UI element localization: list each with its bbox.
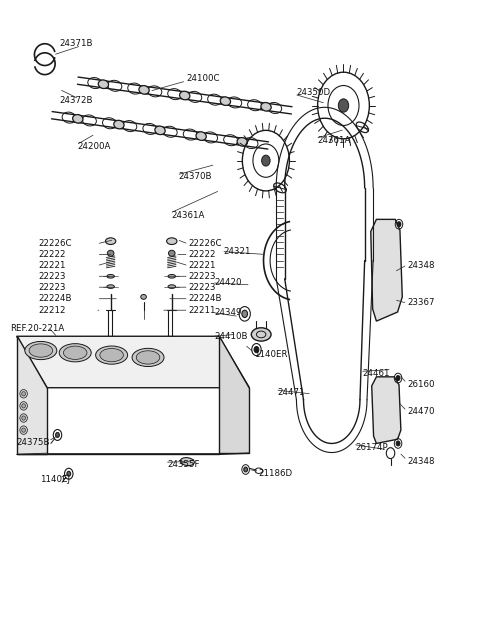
Ellipse shape xyxy=(22,404,25,408)
Text: 24470: 24470 xyxy=(407,407,434,417)
Text: 21186D: 21186D xyxy=(259,469,293,478)
Text: 22224B: 22224B xyxy=(188,294,222,303)
Polygon shape xyxy=(16,336,250,387)
Ellipse shape xyxy=(136,351,160,364)
Ellipse shape xyxy=(261,103,271,111)
Ellipse shape xyxy=(107,274,114,278)
Ellipse shape xyxy=(168,274,176,278)
Text: 1140EJ: 1140EJ xyxy=(40,475,70,485)
Text: 24361A: 24361A xyxy=(172,211,205,219)
Text: 22223: 22223 xyxy=(39,272,66,281)
Text: 24420: 24420 xyxy=(214,279,241,287)
Ellipse shape xyxy=(59,344,91,362)
Ellipse shape xyxy=(168,250,175,256)
Polygon shape xyxy=(372,377,401,444)
Ellipse shape xyxy=(141,294,146,299)
Text: 22222: 22222 xyxy=(39,250,66,259)
Circle shape xyxy=(56,433,60,438)
Circle shape xyxy=(396,441,400,446)
Polygon shape xyxy=(16,336,47,454)
Ellipse shape xyxy=(25,342,57,360)
Circle shape xyxy=(396,376,400,381)
Text: 22226C: 22226C xyxy=(39,239,72,248)
Ellipse shape xyxy=(96,346,128,364)
Text: 22226C: 22226C xyxy=(188,239,222,248)
Ellipse shape xyxy=(98,80,108,88)
Text: 24371B: 24371B xyxy=(59,39,92,48)
Ellipse shape xyxy=(220,97,230,106)
Ellipse shape xyxy=(22,392,25,396)
Ellipse shape xyxy=(20,389,27,398)
Text: 24361A: 24361A xyxy=(318,136,351,145)
Circle shape xyxy=(242,310,248,318)
Text: 22223: 22223 xyxy=(39,282,66,292)
Text: 24348: 24348 xyxy=(407,457,434,466)
Text: 24200A: 24200A xyxy=(78,142,111,151)
Text: 24348: 24348 xyxy=(407,261,434,270)
Text: 26174P: 26174P xyxy=(355,442,388,452)
Ellipse shape xyxy=(168,285,176,289)
Text: 22223: 22223 xyxy=(188,282,216,292)
Text: REF.20-221A: REF.20-221A xyxy=(11,324,65,333)
Ellipse shape xyxy=(237,138,247,146)
Text: 22221: 22221 xyxy=(39,261,66,270)
Ellipse shape xyxy=(22,428,25,432)
Ellipse shape xyxy=(139,86,149,94)
Ellipse shape xyxy=(20,426,27,434)
Ellipse shape xyxy=(108,250,114,256)
Ellipse shape xyxy=(155,126,165,135)
Text: 24100C: 24100C xyxy=(186,74,219,83)
Ellipse shape xyxy=(167,238,177,245)
Text: 24321: 24321 xyxy=(224,247,251,256)
Ellipse shape xyxy=(29,344,53,357)
Text: 22221: 22221 xyxy=(188,261,216,270)
Ellipse shape xyxy=(20,414,27,422)
Text: 22224B: 22224B xyxy=(39,294,72,303)
Text: 24471: 24471 xyxy=(277,388,305,397)
Circle shape xyxy=(338,99,348,112)
Text: 1140ER: 1140ER xyxy=(254,350,288,359)
Circle shape xyxy=(262,155,270,166)
Text: 23367: 23367 xyxy=(407,298,434,307)
Ellipse shape xyxy=(106,238,116,245)
Text: 24350D: 24350D xyxy=(297,88,331,96)
Text: 22222: 22222 xyxy=(188,250,216,259)
Circle shape xyxy=(244,467,248,472)
Polygon shape xyxy=(219,336,250,453)
Ellipse shape xyxy=(132,349,164,366)
Circle shape xyxy=(254,347,259,353)
Ellipse shape xyxy=(72,114,83,123)
Ellipse shape xyxy=(114,121,124,129)
Ellipse shape xyxy=(252,328,271,341)
Text: 24372B: 24372B xyxy=(59,96,92,104)
Text: 24370B: 24370B xyxy=(179,172,212,182)
Ellipse shape xyxy=(196,132,206,140)
Text: 24410B: 24410B xyxy=(214,332,248,341)
Ellipse shape xyxy=(180,457,194,465)
Circle shape xyxy=(397,222,401,227)
Ellipse shape xyxy=(107,285,114,289)
Text: 22211: 22211 xyxy=(188,306,216,315)
Circle shape xyxy=(67,472,71,476)
Text: 24375B: 24375B xyxy=(16,438,50,447)
Text: 22212: 22212 xyxy=(39,306,66,315)
Ellipse shape xyxy=(63,346,87,360)
Ellipse shape xyxy=(180,91,190,99)
Ellipse shape xyxy=(20,402,27,410)
Polygon shape xyxy=(371,219,402,321)
Text: 24355F: 24355F xyxy=(167,460,200,469)
Ellipse shape xyxy=(22,416,25,420)
Ellipse shape xyxy=(100,349,123,362)
Text: 22223: 22223 xyxy=(188,272,216,281)
Text: 26160: 26160 xyxy=(407,380,434,389)
Text: 24349: 24349 xyxy=(214,308,241,317)
Text: 24461: 24461 xyxy=(362,370,390,378)
